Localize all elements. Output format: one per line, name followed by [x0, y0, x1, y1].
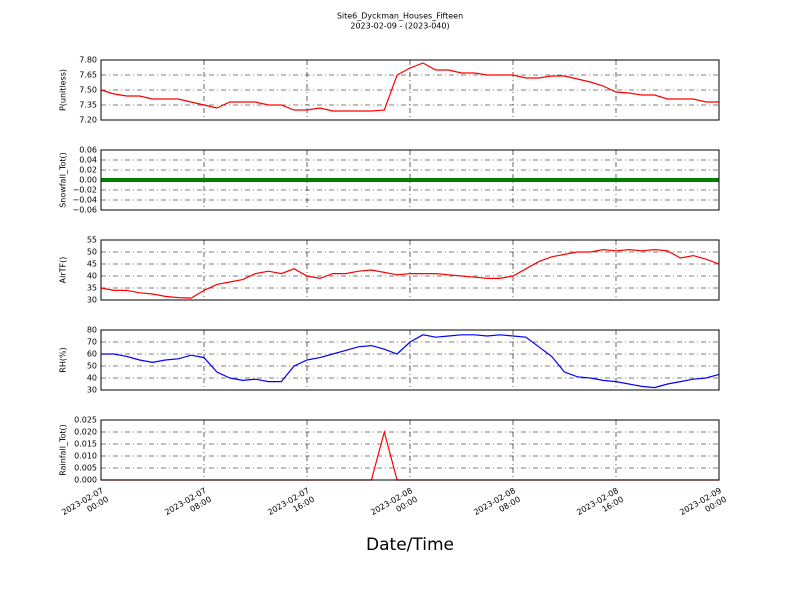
y-tick-label: 0.010 — [74, 452, 97, 461]
y-axis-label: Rainfall_Tot() — [59, 424, 68, 476]
plot-frame — [100, 329, 720, 391]
y-tick-label: 80 — [87, 326, 97, 335]
data-line — [101, 334, 720, 389]
chart-title: Site6_Dyckman_Houses_Fifteen — [337, 12, 463, 21]
plot-frame — [100, 59, 720, 121]
y-tick-label: 0.025 — [74, 416, 97, 425]
y-tick-label: −0.06 — [72, 206, 97, 215]
data-line — [100, 62, 719, 112]
y-axis-label: P(unitless) — [59, 69, 68, 111]
y-tick-label: 0.02 — [79, 166, 97, 175]
y-tick-label: 55 — [87, 236, 97, 245]
y-tick-label: 0.005 — [74, 464, 97, 473]
plot-frame — [100, 419, 720, 481]
y-tick-label: 0.00 — [79, 176, 97, 185]
y-axis-label: RH(%) — [59, 347, 68, 372]
plot-frame — [100, 239, 720, 301]
y-tick-label: 40 — [87, 374, 97, 383]
y-tick-label: 0.020 — [74, 428, 97, 437]
y-tick-label: 0.06 — [79, 146, 97, 155]
y-tick-label: 7.65 — [79, 71, 97, 80]
y-tick-label: 50 — [87, 362, 97, 371]
y-tick-label: 60 — [87, 350, 97, 359]
y-tick-label: 7.20 — [79, 116, 97, 125]
y-tick-label: 45 — [87, 260, 97, 269]
data-line — [100, 248, 720, 299]
y-axis-label: Snowfall_Tot() — [59, 152, 68, 208]
y-tick-label: 30 — [87, 296, 97, 305]
x-axis-label: Date/Time — [366, 535, 454, 555]
y-tick-label: 30 — [87, 386, 97, 395]
y-tick-label: 40 — [87, 272, 97, 281]
y-tick-label: 7.35 — [79, 101, 97, 110]
chart-subtitle: 2023-02-09 - (2023-040) — [350, 22, 449, 31]
y-tick-label: 0.015 — [74, 440, 97, 449]
y-tick-label: 0.04 — [79, 156, 97, 165]
y-tick-label: 0.000 — [74, 476, 97, 485]
y-tick-label: −0.04 — [72, 196, 97, 205]
y-tick-label: 7.50 — [79, 86, 97, 95]
y-axis-label: AirTF() — [59, 257, 68, 284]
y-tick-label: 7.80 — [79, 56, 97, 65]
y-tick-label: 50 — [87, 248, 97, 257]
plot-frame — [100, 149, 720, 211]
y-tick-label: 35 — [87, 284, 97, 293]
y-tick-label: −0.02 — [72, 186, 97, 195]
y-tick-label: 70 — [87, 338, 97, 347]
